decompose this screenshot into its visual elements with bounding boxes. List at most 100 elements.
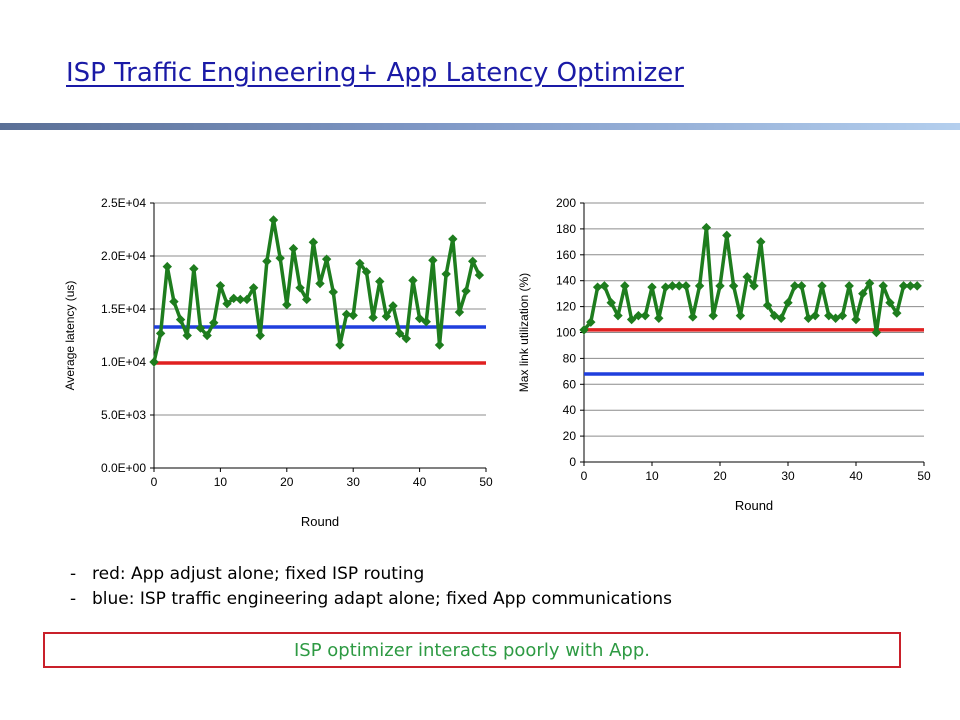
data-point (388, 301, 398, 311)
series-line (582, 225, 918, 335)
data-point (162, 261, 172, 272)
data-point (654, 313, 664, 323)
data-point (248, 283, 259, 293)
data-point (448, 234, 458, 244)
data-point (817, 281, 827, 291)
note-dash: - (70, 589, 77, 609)
data-point (756, 237, 766, 247)
data-point (169, 296, 179, 307)
data-point (613, 310, 623, 321)
data-point (694, 281, 705, 291)
data-point (633, 310, 644, 321)
x-axis-label: Round (735, 498, 773, 513)
data-point (769, 310, 780, 321)
x-tick-label: 10 (645, 469, 659, 483)
data-point (235, 294, 246, 305)
data-point (262, 256, 272, 267)
data-point (592, 282, 603, 292)
data-point (202, 330, 212, 341)
y-tick-label: 140 (556, 274, 576, 288)
data-point (288, 243, 299, 254)
data-point (905, 281, 916, 291)
data-point (408, 275, 418, 286)
data-point (871, 327, 882, 338)
data-point (824, 310, 834, 321)
data-point (341, 309, 352, 320)
legend-notes: - red: App adjust alone; fixed ISP routin… (70, 562, 672, 612)
data-point (189, 264, 199, 274)
y-tick-label: 180 (556, 222, 576, 236)
data-point (579, 325, 589, 335)
data-point (308, 237, 319, 247)
data-point (715, 281, 725, 291)
x-tick-label: 40 (849, 469, 863, 483)
data-point (708, 310, 718, 321)
data-point (255, 330, 265, 341)
x-tick-label: 20 (280, 475, 294, 489)
x-tick-label: 10 (214, 475, 228, 489)
data-point (441, 269, 451, 279)
data-point (620, 281, 630, 291)
data-point (348, 310, 358, 321)
data-point (878, 281, 888, 291)
data-point (735, 310, 746, 321)
data-point (830, 313, 841, 323)
data-point (606, 298, 616, 308)
data-point (647, 282, 657, 292)
y-tick-label: 120 (556, 300, 576, 314)
y-tick-label: 2.5E+04 (101, 196, 146, 210)
y-tick-label: 200 (556, 196, 576, 210)
data-point (898, 281, 909, 291)
data-point (215, 280, 226, 291)
data-point (837, 310, 848, 321)
data-point (474, 270, 485, 280)
y-tick-label: 160 (556, 248, 576, 262)
data-point (242, 294, 252, 305)
data-point (776, 313, 786, 323)
y-axis-label: Average latency (us) (63, 281, 77, 391)
data-point (361, 267, 372, 277)
y-tick-label: 40 (563, 403, 577, 417)
note-dash: - (70, 564, 77, 584)
data-point (155, 328, 166, 339)
data-point (912, 281, 922, 291)
y-tick-label: 100 (556, 326, 576, 340)
slide-title: ISP Traffic Engineering+ App Latency Opt… (66, 58, 684, 88)
data-point (586, 317, 596, 327)
note-red-text: red: App adjust alone; fixed ISP routing (92, 564, 425, 584)
data-point (640, 310, 650, 321)
y-tick-label: 60 (563, 377, 577, 391)
y-axis-label: Max link utilization (%) (517, 273, 531, 392)
data-point (328, 287, 338, 297)
note-blue-text: blue: ISP traffic engineering adapt alon… (92, 589, 672, 609)
x-tick-label: 50 (917, 469, 931, 483)
data-point (335, 340, 345, 350)
data-point (355, 258, 365, 269)
data-point (864, 278, 875, 288)
data-point (315, 278, 325, 289)
data-point (275, 253, 285, 263)
data-point (803, 313, 814, 323)
note-red: - red: App adjust alone; fixed ISP routin… (70, 562, 672, 587)
data-point (209, 318, 219, 328)
data-point (321, 254, 332, 264)
data-point (599, 281, 610, 291)
y-tick-label: 20 (563, 429, 577, 443)
data-point (892, 308, 902, 318)
title-divider (0, 123, 960, 130)
data-point (401, 333, 412, 344)
x-tick-label: 0 (151, 475, 158, 489)
y-tick-label: 0 (569, 455, 576, 469)
data-point (461, 286, 471, 296)
data-point (454, 307, 465, 317)
x-tick-label: 30 (347, 475, 361, 489)
data-point (375, 276, 385, 287)
data-point (851, 314, 861, 325)
data-point (749, 281, 759, 291)
data-point (175, 314, 186, 325)
y-tick-label: 1.5E+04 (101, 302, 146, 316)
data-point (660, 282, 671, 292)
data-point (728, 281, 739, 291)
y-tick-label: 0.0E+00 (101, 461, 146, 475)
